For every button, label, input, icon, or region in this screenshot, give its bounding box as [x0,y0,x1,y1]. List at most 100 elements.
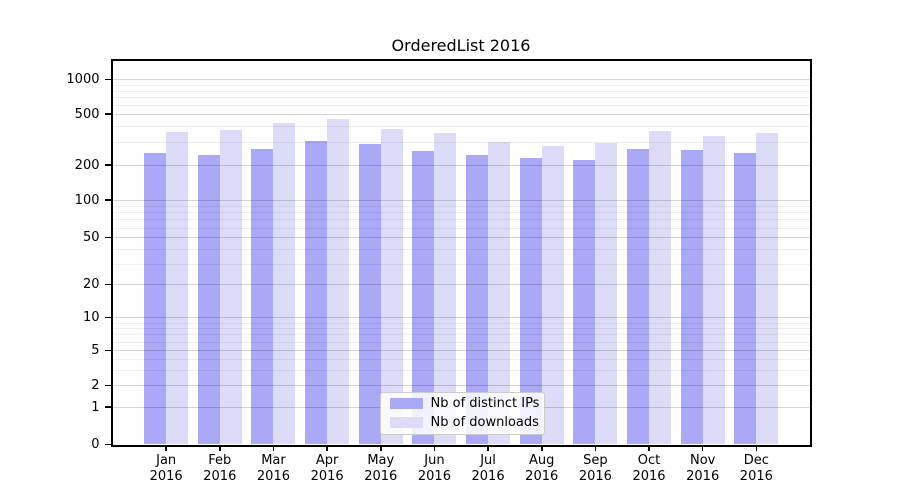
gridline-minor-90 [112,205,810,207]
month-label: Jun [424,453,445,468]
gridline-major-1000 [112,79,810,81]
legend-item-distinct-ips: Nb of distinct IPs [381,395,544,412]
bar-downloads-oct [649,130,672,445]
y-tick-mark-2 [104,384,111,387]
bar-ips-dec [734,152,757,445]
plot-area: Nb of distinct IPs Nb of downloads [110,58,812,447]
y-tick-label-2: 2 [91,378,100,393]
year-label: 2016 [203,469,237,484]
gridline-minor-80 [112,212,810,214]
axis-spine-bottom [110,444,812,447]
x-tick-mark-apr [326,444,328,451]
month-label: Sep [583,453,608,468]
year-label: 2016 [417,469,451,484]
x-tick-label-oct: Oct 2016 [617,453,681,485]
gridline-minor-3 [112,370,810,371]
year-label: 2016 [471,469,505,484]
y-tick-mark-1 [104,406,111,408]
bar-ips-may [358,143,381,445]
bar-ips-nov [680,149,703,445]
month-label: May [367,453,395,468]
month-label: Feb [208,453,232,468]
x-tick-label-jun: Jun 2016 [402,453,466,485]
x-tick-mark-jun [433,444,436,451]
gridline-minor-7 [112,334,810,336]
bar-downloads-may [380,129,403,445]
bar-ips-mar [251,149,274,445]
bar-downloads-feb [219,130,242,445]
bar-ips-aug [519,158,542,445]
year-label: 2016 [310,469,344,484]
month-label: Nov [690,453,716,468]
chart-title: OrderedList 2016 [391,36,531,55]
y-tick-mark-1000 [104,78,111,81]
x-tick-mark-oct [648,444,650,451]
x-tick-label-jan: Jan 2016 [134,453,198,485]
gridline-major-10 [112,317,810,319]
gridline-major-500 [112,113,810,115]
x-tick-label-dec: Dec 2016 [724,453,788,485]
y-tick-mark-10 [104,316,111,319]
bar-downloads-nov [702,136,725,445]
gridline-minor-30 [112,263,810,265]
y-tick-mark-100 [104,199,111,201]
y-tick-mark-20 [104,283,111,286]
year-label: 2016 [364,469,398,484]
x-tick-label-mar: Mar 2016 [241,453,305,485]
y-tick-label-1: 1 [91,399,100,415]
month-label: Oct [637,453,661,468]
y-tick-label-20: 20 [82,277,100,292]
y-tick-label-5: 5 [91,343,100,358]
year-label: 2016 [149,469,183,484]
x-tick-mark-aug [540,444,543,451]
gridline-minor-900 [112,84,810,86]
gridline-minor-300 [112,142,810,144]
gridline-major-20 [112,284,810,286]
month-label: Dec [743,453,769,468]
gridline-minor-800 [112,90,810,92]
x-tick-mark-jan [165,444,167,451]
x-tick-mark-sep [594,444,597,451]
gridline-minor-4 [112,359,810,361]
month-label: Jan [156,453,177,468]
gridline-minor-700 [112,97,810,99]
gridline-major-2 [112,385,810,387]
legend-label-distinct-ips: Nb of distinct IPs [430,396,540,412]
gridline-major-100 [112,199,810,201]
x-tick-label-sep: Sep 2016 [563,453,627,485]
legend: Nb of distinct IPs Nb of downloads [379,391,545,435]
bar-downloads-jan [166,131,189,445]
year-label: 2016 [739,469,773,484]
year-label: 2016 [632,469,666,484]
legend-label-downloads: Nb of downloads [430,414,539,430]
y-tick-label-100: 100 [74,192,100,208]
x-tick-mark-dec [755,444,758,451]
month-label: Apr [315,453,339,468]
bar-downloads-aug [541,146,564,445]
y-tick-mark-200 [104,164,111,166]
gridline-minor-40 [112,248,810,250]
x-tick-label-nov: Nov 2016 [671,453,735,485]
bar-ips-jun [412,151,435,445]
x-tick-mark-mar [272,444,275,451]
gridline-minor-9 [112,322,810,324]
bar-ips-sep [573,159,596,445]
bar-ips-apr [305,140,328,445]
y-tick-mark-500 [104,113,111,115]
bar-downloads-jun [434,132,457,445]
x-tick-label-may: May 2016 [349,453,413,485]
y-tick-label-1000: 1000 [66,72,100,87]
month-label: Jul [480,453,496,468]
x-tick-mark-jul [487,444,489,451]
gridline-major-50 [112,237,810,239]
x-tick-label-apr: Apr 2016 [295,453,359,485]
legend-swatch-downloads [389,416,423,428]
x-tick-mark-nov [701,444,704,451]
month-label: Mar [261,453,286,468]
month-label: Aug [529,453,555,468]
gridline-major-200 [112,164,810,166]
bar-downloads-jul [488,142,511,445]
gridline-minor-6 [112,341,810,343]
gridline-minor-400 [112,126,810,128]
